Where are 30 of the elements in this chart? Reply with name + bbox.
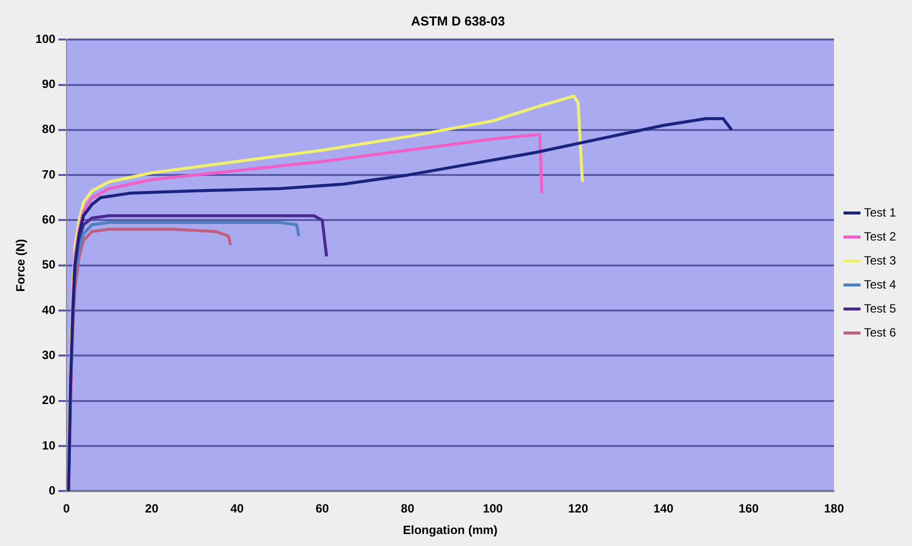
y-tick-label: 70	[42, 167, 56, 182]
y-tick-label: 0	[48, 484, 56, 498]
chart-title: ASTM D 638-03	[411, 13, 505, 28]
x-tick-label: 80	[400, 502, 415, 516]
x-tick-label: 40	[230, 502, 244, 516]
x-axis-title: Elongation (mm)	[402, 523, 498, 538]
x-tick-label: 60	[316, 502, 330, 516]
legend-label: Test 5	[864, 301, 896, 316]
legend-label: Test 3	[864, 253, 896, 268]
y-tick-label: 20	[42, 393, 56, 408]
x-tick-label: 20	[145, 502, 159, 516]
legend-label: Test 2	[864, 229, 896, 244]
x-tick-label: 140	[653, 502, 674, 516]
y-axis-title: Force (N)	[14, 239, 28, 292]
y-tick-label: 100	[35, 32, 56, 46]
x-tick-label: 0	[63, 502, 70, 516]
x-tick-label: 120	[568, 502, 588, 516]
x-tick-label: 160	[738, 502, 760, 516]
x-tick-label: 100	[482, 502, 504, 516]
y-tick-label: 40	[42, 302, 56, 317]
x-tick-label: 180	[824, 502, 844, 516]
y-tick-label: 60	[42, 212, 56, 227]
y-tick-label: 50	[42, 258, 56, 272]
legend-label: Test 4	[864, 277, 896, 292]
legend-label: Test 6	[864, 325, 896, 340]
y-tick-label: 80	[42, 122, 56, 136]
y-tick-label: 10	[42, 438, 56, 452]
y-tick-label: 30	[42, 348, 56, 362]
legend-label: Test 1	[864, 205, 896, 220]
y-tick-label: 90	[42, 77, 56, 92]
